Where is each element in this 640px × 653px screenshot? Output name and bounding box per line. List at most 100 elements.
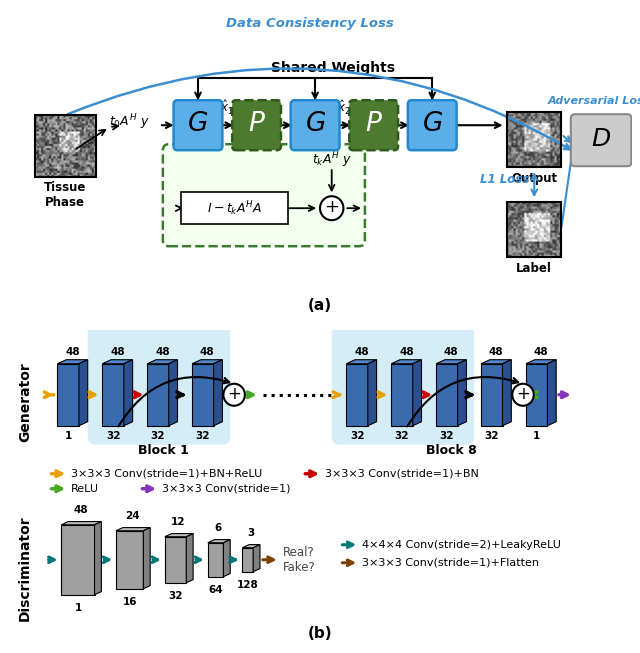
Text: 128: 128 bbox=[237, 580, 259, 590]
FancyBboxPatch shape bbox=[181, 192, 288, 224]
FancyBboxPatch shape bbox=[332, 325, 474, 445]
Text: 6: 6 bbox=[215, 523, 222, 533]
Text: Generator: Generator bbox=[19, 362, 32, 441]
Polygon shape bbox=[391, 364, 413, 426]
Polygon shape bbox=[58, 360, 88, 364]
Text: Adversarial Loss: Adversarial Loss bbox=[547, 96, 640, 106]
Text: 48: 48 bbox=[444, 347, 459, 357]
Polygon shape bbox=[165, 534, 193, 537]
Polygon shape bbox=[192, 364, 214, 426]
Polygon shape bbox=[116, 531, 143, 589]
Polygon shape bbox=[223, 539, 230, 577]
Text: 32: 32 bbox=[440, 431, 454, 441]
Text: $P$: $P$ bbox=[365, 111, 383, 137]
Text: $\hat{x}_2$: $\hat{x}_2$ bbox=[337, 99, 351, 118]
FancyBboxPatch shape bbox=[173, 100, 223, 150]
Text: 32: 32 bbox=[395, 431, 409, 441]
Polygon shape bbox=[61, 525, 95, 595]
Text: Tissue
Phase: Tissue Phase bbox=[44, 181, 86, 209]
Text: Data Consistency Loss: Data Consistency Loss bbox=[227, 17, 394, 30]
Text: L1 Loss: L1 Loss bbox=[480, 173, 529, 186]
Polygon shape bbox=[169, 360, 177, 426]
FancyBboxPatch shape bbox=[163, 144, 365, 246]
Polygon shape bbox=[253, 545, 260, 572]
Text: 3×3×3 Conv(stride=1)+Flatten: 3×3×3 Conv(stride=1)+Flatten bbox=[362, 558, 539, 567]
Polygon shape bbox=[243, 548, 253, 572]
Polygon shape bbox=[481, 360, 511, 364]
FancyBboxPatch shape bbox=[232, 100, 281, 150]
Text: 16: 16 bbox=[122, 597, 137, 607]
Text: $G$: $G$ bbox=[422, 111, 443, 137]
FancyBboxPatch shape bbox=[571, 114, 631, 167]
Polygon shape bbox=[526, 364, 547, 426]
FancyBboxPatch shape bbox=[408, 100, 457, 150]
Text: 48: 48 bbox=[74, 505, 88, 515]
Polygon shape bbox=[143, 528, 150, 589]
Polygon shape bbox=[481, 364, 502, 426]
Polygon shape bbox=[124, 360, 132, 426]
Text: 3×3×3 Conv(stride=1)+BN+ReLU: 3×3×3 Conv(stride=1)+BN+ReLU bbox=[71, 469, 262, 479]
Polygon shape bbox=[208, 543, 223, 577]
Circle shape bbox=[223, 384, 245, 406]
Polygon shape bbox=[436, 360, 467, 364]
Text: $D$: $D$ bbox=[591, 127, 611, 151]
Text: Real?
Fake?: Real? Fake? bbox=[282, 546, 315, 574]
Text: $G$: $G$ bbox=[188, 111, 209, 137]
Text: $+$: $+$ bbox=[227, 385, 241, 403]
Text: 48: 48 bbox=[155, 347, 170, 357]
FancyBboxPatch shape bbox=[291, 100, 339, 150]
Text: $I - t_k A^H A$: $I - t_k A^H A$ bbox=[207, 199, 262, 217]
Polygon shape bbox=[165, 537, 186, 582]
Text: 48: 48 bbox=[534, 347, 548, 357]
Text: 48: 48 bbox=[399, 347, 413, 357]
Text: $+$: $+$ bbox=[516, 385, 530, 403]
Text: (b): (b) bbox=[308, 626, 332, 641]
Polygon shape bbox=[116, 528, 150, 531]
Text: $P$: $P$ bbox=[248, 111, 266, 137]
Text: 12: 12 bbox=[172, 517, 186, 527]
Polygon shape bbox=[391, 360, 422, 364]
Text: Block 1: Block 1 bbox=[138, 444, 189, 456]
Polygon shape bbox=[436, 364, 458, 426]
Text: 4×4×4 Conv(stride=2)+LeakyReLU: 4×4×4 Conv(stride=2)+LeakyReLU bbox=[362, 540, 561, 550]
Text: ReLU: ReLU bbox=[71, 484, 99, 494]
Text: 32: 32 bbox=[484, 431, 499, 441]
Text: Shared Weights: Shared Weights bbox=[271, 61, 395, 75]
Text: 48: 48 bbox=[489, 347, 504, 357]
Text: $G$: $G$ bbox=[305, 111, 326, 137]
Text: 32: 32 bbox=[168, 591, 183, 601]
Text: Label: Label bbox=[516, 263, 552, 275]
Polygon shape bbox=[79, 360, 88, 426]
Polygon shape bbox=[368, 360, 376, 426]
Polygon shape bbox=[192, 360, 223, 364]
Text: $t_0 A^H$ y: $t_0 A^H$ y bbox=[109, 112, 150, 132]
Text: Discriminator: Discriminator bbox=[19, 515, 32, 620]
Text: 32: 32 bbox=[106, 431, 120, 441]
Polygon shape bbox=[58, 364, 79, 426]
Polygon shape bbox=[502, 360, 511, 426]
Text: Output: Output bbox=[511, 172, 557, 185]
Polygon shape bbox=[346, 364, 368, 426]
Text: 1: 1 bbox=[533, 431, 540, 441]
Circle shape bbox=[512, 384, 534, 406]
Text: 48: 48 bbox=[354, 347, 369, 357]
Text: 64: 64 bbox=[208, 584, 223, 595]
FancyBboxPatch shape bbox=[349, 100, 398, 150]
Text: $+$: $+$ bbox=[324, 199, 339, 216]
Polygon shape bbox=[208, 539, 230, 543]
Polygon shape bbox=[102, 364, 124, 426]
Polygon shape bbox=[102, 360, 132, 364]
Text: Block 8: Block 8 bbox=[426, 444, 477, 456]
Text: 48: 48 bbox=[110, 347, 125, 357]
Text: 24: 24 bbox=[125, 511, 140, 520]
Text: 32: 32 bbox=[196, 431, 210, 441]
FancyBboxPatch shape bbox=[88, 325, 230, 445]
Text: 1: 1 bbox=[65, 431, 72, 441]
Polygon shape bbox=[458, 360, 467, 426]
Text: 3×3×3 Conv(stride=1)+BN: 3×3×3 Conv(stride=1)+BN bbox=[325, 469, 479, 479]
Polygon shape bbox=[95, 522, 101, 595]
Text: 3×3×3 Conv(stride=1): 3×3×3 Conv(stride=1) bbox=[162, 484, 291, 494]
Text: 48: 48 bbox=[200, 347, 214, 357]
Text: 3: 3 bbox=[247, 528, 254, 538]
FancyBboxPatch shape bbox=[4, 3, 636, 329]
